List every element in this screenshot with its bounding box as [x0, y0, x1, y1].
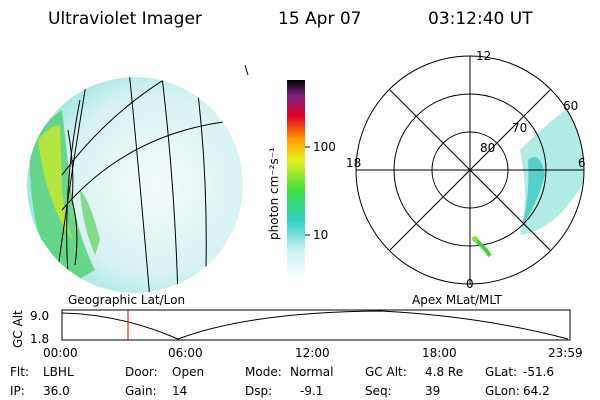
mlt-label: 12	[476, 49, 491, 63]
y-label: GC Alt	[11, 310, 25, 348]
field-value: LBHL	[43, 365, 74, 379]
field-label: Mode:	[245, 365, 282, 379]
field-value: Normal	[290, 365, 333, 379]
x-tick-label: 06:00	[168, 346, 203, 360]
field-label: GLat:	[485, 365, 517, 379]
title: Ultraviolet Imager	[48, 9, 202, 29]
field-value: 39	[425, 384, 440, 398]
tick	[244, 64, 249, 76]
x-tick-label: 00:00	[43, 346, 78, 360]
mlt-label: 18	[346, 156, 361, 170]
field-label: Door:	[125, 365, 158, 379]
lat-label: 70	[512, 121, 527, 135]
colorbar-label: photon cm⁻²s⁻¹	[267, 147, 281, 240]
field-value: 64.2	[523, 384, 550, 398]
x-tick-label: 18:00	[422, 346, 457, 360]
field-value: 4.8 Re	[425, 365, 463, 379]
field-label: Flt:	[10, 365, 29, 379]
time: 03:12:40 UT	[428, 9, 533, 29]
altitude-plot	[61, 309, 571, 341]
field-label: GC Alt:	[365, 365, 407, 379]
lat-label: 80	[480, 141, 495, 155]
uv-image	[27, 77, 243, 293]
colorbar	[287, 80, 305, 280]
y-tick-label: 9.0	[30, 309, 49, 323]
polar-plot	[355, 55, 585, 285]
y-tick-label: 1.8	[30, 332, 49, 346]
panel-label: Geographic Lat/Lon	[68, 293, 185, 307]
mlt-label: 6	[578, 156, 586, 170]
field-value: -51.6	[523, 365, 554, 379]
colorbar-tick: 100	[313, 140, 336, 154]
field-value: 14	[172, 384, 187, 398]
panel-label: Apex MLat/MLT	[412, 293, 502, 307]
mlt-label: 0	[466, 277, 474, 291]
x-tick-label: 12:00	[295, 346, 330, 360]
field-value: Open	[172, 365, 204, 379]
field-label: IP:	[10, 384, 25, 398]
x-tick-label: 23:59	[548, 346, 583, 360]
field-value: 36.0	[43, 384, 70, 398]
date: 15 Apr 07	[278, 9, 361, 29]
field-label: Gain:	[125, 384, 157, 398]
field-label: Dsp:	[245, 384, 272, 398]
footer: Flt: LBHL Door: Open Mode: Normal GC Alt: 4.8 R…	[10, 365, 554, 398]
colorbar-tick: 10	[313, 228, 328, 242]
field-label: Seq:	[365, 384, 392, 398]
field-label: GLon:	[485, 384, 520, 398]
lat-label: 60	[563, 99, 578, 113]
field-value: -9.1	[300, 384, 323, 398]
